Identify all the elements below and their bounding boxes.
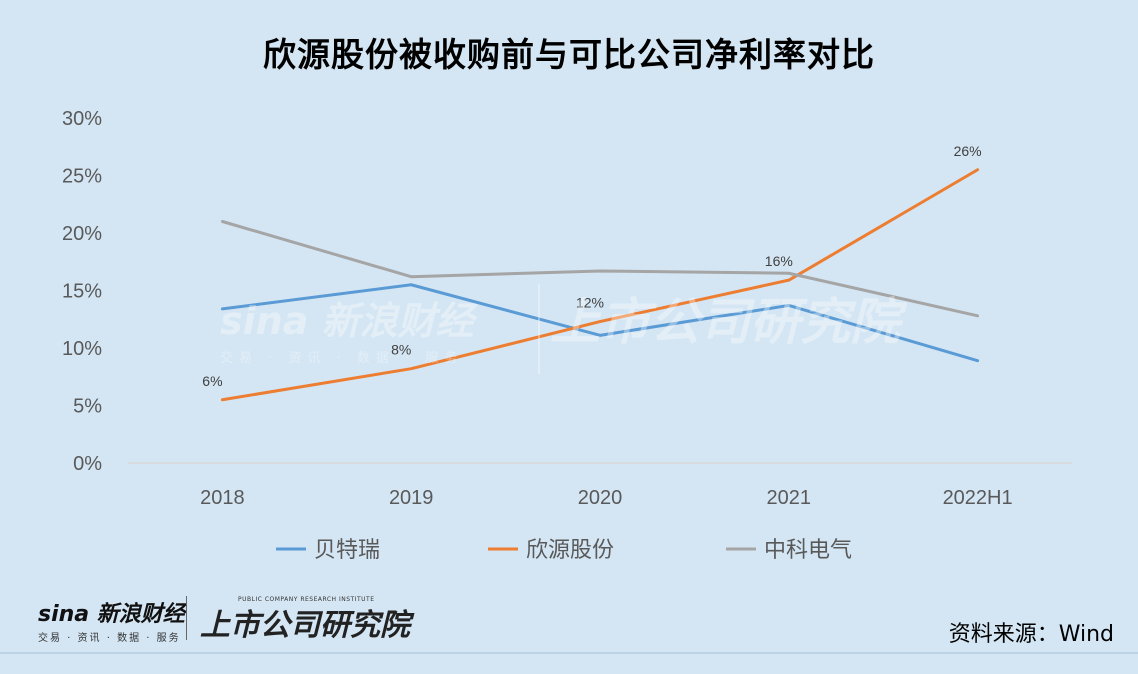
data-label: 6% [202,373,222,389]
x-tick-label: 2018 [200,487,245,509]
data-label: 16% [765,253,793,269]
x-tick-label: 2019 [389,487,434,509]
data-label: 12% [576,295,604,311]
legend-label: 欣源股份 [526,538,614,563]
sina-logo: sina 新浪财经 [38,602,185,627]
data-source: 资料来源：Wind [948,622,1114,647]
y-tick-label: 0% [73,453,102,475]
series-layer [220,168,980,402]
x-tick-label: 2022H1 [943,487,1013,509]
series-line-1 [220,168,980,402]
y-tick-label: 25% [62,166,102,188]
y-tick-label: 20% [62,223,102,245]
x-tick-label: 2021 [767,487,812,509]
footer-logo: sina 新浪财经 交易 · 资讯 · 数据 · 服务 PUBLIC COMPA… [38,596,410,644]
institute-logo: 上市公司研究院 [200,608,410,643]
logo-divider [186,596,187,640]
sina-logo-subtitle: 交易 · 资讯 · 数据 · 服务 [38,633,181,644]
x-axis: 2018 2019 2020 2021 2022H1 [200,487,1012,509]
x-tick-label: 2020 [578,487,623,509]
data-label: 26% [954,143,982,159]
legend-label: 贝特瑞 [314,538,380,563]
bottom-rule [0,652,1138,654]
y-tick-label: 15% [62,281,102,303]
y-axis: 0% 5% 10% 15% 20% 25% 30% [62,108,102,475]
data-label: 8% [391,342,411,358]
institute-english-name: PUBLIC COMPANY RESEARCH INSTITUTE [238,596,375,603]
legend-label: 中科电气 [764,538,852,563]
data-labels: 6% 8% 12% 16% 26% [202,143,981,389]
legend: 贝特瑞 欣源股份 中科电气 [276,538,852,563]
y-tick-label: 5% [73,396,102,418]
chart-title: 欣源股份被收购前与可比公司净利率对比 [263,35,875,74]
y-tick-label: 10% [62,338,102,360]
y-tick-label: 30% [62,108,102,130]
